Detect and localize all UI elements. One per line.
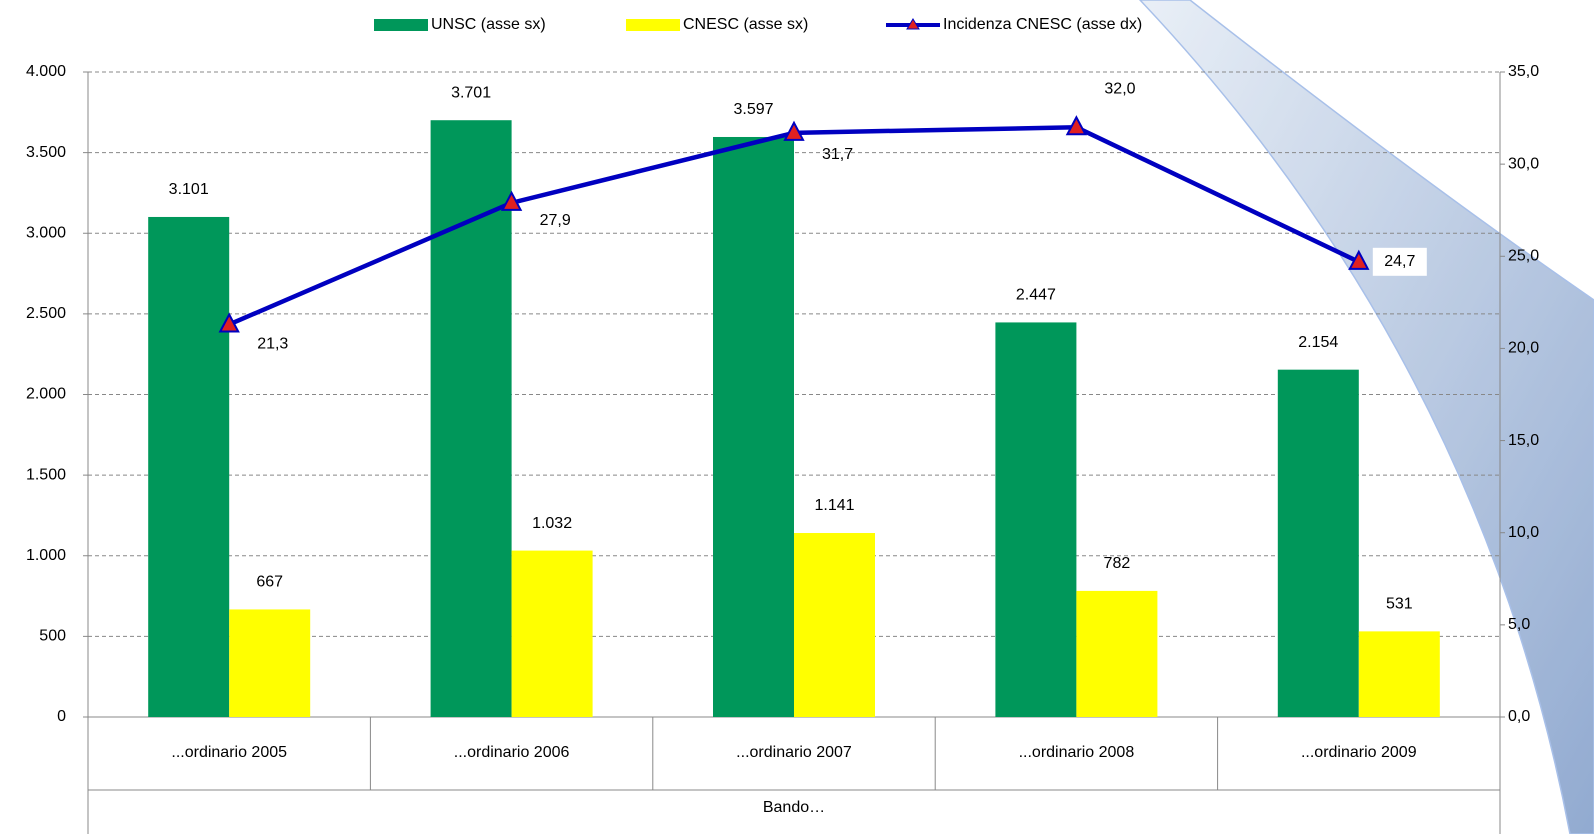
x-axis-label: Bando… (763, 799, 825, 816)
bar-value-label: 3.701 (451, 84, 491, 101)
y2-tick-label: 5,0 (1508, 616, 1530, 633)
y2-tick-label: 0,0 (1508, 708, 1530, 725)
x-tick-label: ...ordinario 2006 (454, 744, 570, 761)
bar (1358, 631, 1440, 717)
x-tick-label: ...ordinario 2007 (736, 744, 852, 761)
legend-swatch (374, 19, 428, 31)
line-value-label: 21,3 (257, 336, 288, 353)
marker (1348, 249, 1370, 270)
x-tick-label: ...ordinario 2009 (1301, 744, 1417, 761)
x-tick-label: ...ordinario 2005 (171, 744, 287, 761)
line-value-label: 27,9 (540, 212, 571, 229)
y2-tick-label: 25,0 (1508, 248, 1539, 265)
line-value-label: 32,0 (1104, 81, 1135, 98)
bar (1277, 369, 1359, 717)
bar-value-label: 531 (1386, 596, 1413, 613)
bar (794, 533, 875, 717)
bar-value-label: 3.101 (169, 181, 209, 198)
bar-value-label: 667 (256, 574, 283, 591)
bar-value-label: 2.447 (1016, 287, 1056, 304)
x-tick-label: ...ordinario 2008 (1019, 744, 1135, 761)
y-tick-label: 2.500 (26, 305, 66, 322)
line (228, 125, 1360, 327)
y-tick-label: 1.000 (26, 547, 66, 564)
bar-value-label: 1.032 (532, 515, 572, 532)
decorative-swoosh (1138, 0, 1594, 834)
line-value-label: 24,7 (1384, 253, 1415, 270)
y-tick-label: 1.500 (26, 466, 66, 483)
y-tick-label: 3.500 (26, 144, 66, 161)
label-box (1372, 247, 1427, 276)
bar (713, 136, 794, 717)
bar-value-label: 3.597 (733, 101, 773, 118)
y2-tick-label: 15,0 (1508, 432, 1539, 449)
y-tick-label: 2.000 (26, 386, 66, 403)
legend-swatch (626, 19, 680, 31)
y-tick-label: 3.000 (26, 224, 66, 241)
legend-marker (906, 18, 920, 30)
bar-value-label: 782 (1104, 555, 1131, 572)
bar (511, 550, 593, 717)
y2-tick-label: 30,0 (1508, 155, 1539, 172)
line-value-label: 31,7 (822, 146, 853, 163)
legend-label: CNESC (asse sx) (683, 16, 808, 33)
bar-value-label: 1.141 (814, 497, 854, 514)
bar (1076, 590, 1158, 717)
y-tick-label: 0 (57, 708, 66, 725)
marker (783, 120, 805, 141)
bar (995, 322, 1077, 717)
legend-label: Incidenza CNESC (asse dx) (943, 16, 1142, 33)
y2-tick-label: 10,0 (1508, 524, 1539, 541)
y2-tick-label: 35,0 (1508, 63, 1539, 80)
marker (1065, 115, 1088, 136)
bar (229, 609, 311, 717)
legend-label: UNSC (asse sx) (431, 16, 546, 33)
y2-tick-label: 20,0 (1508, 340, 1539, 357)
bar (148, 216, 230, 717)
marker (218, 312, 240, 333)
bar-value-label: 2.154 (1298, 334, 1338, 351)
y-tick-label: 500 (39, 628, 66, 645)
marker (500, 190, 523, 211)
y-tick-label: 4.000 (26, 63, 66, 80)
